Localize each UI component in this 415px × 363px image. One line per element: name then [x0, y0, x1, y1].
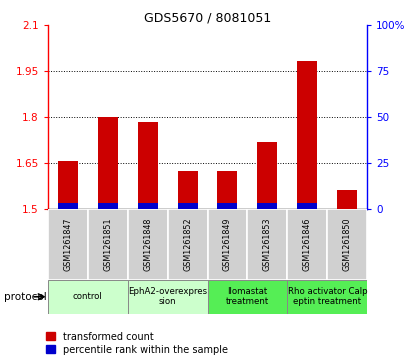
- Text: protocol: protocol: [4, 292, 47, 302]
- Bar: [138, 122, 158, 209]
- Title: GDS5670 / 8081051: GDS5670 / 8081051: [144, 11, 271, 24]
- Bar: [98, 117, 117, 209]
- Text: EphA2-overexpres
sion: EphA2-overexpres sion: [128, 287, 207, 306]
- Legend: transformed count, percentile rank within the sample: transformed count, percentile rank withi…: [46, 331, 228, 355]
- Text: GSM1261848: GSM1261848: [143, 217, 152, 271]
- Text: GSM1261846: GSM1261846: [303, 217, 312, 271]
- FancyBboxPatch shape: [247, 209, 287, 280]
- Text: GSM1261850: GSM1261850: [343, 217, 352, 271]
- FancyBboxPatch shape: [327, 209, 367, 280]
- Text: GSM1261853: GSM1261853: [263, 217, 272, 271]
- Bar: [138, 203, 158, 209]
- FancyBboxPatch shape: [48, 280, 128, 314]
- FancyBboxPatch shape: [88, 209, 128, 280]
- Bar: [257, 142, 277, 209]
- Text: GSM1261852: GSM1261852: [183, 217, 192, 271]
- FancyBboxPatch shape: [287, 209, 327, 280]
- FancyBboxPatch shape: [287, 280, 367, 314]
- FancyBboxPatch shape: [128, 209, 168, 280]
- Bar: [217, 203, 237, 209]
- FancyBboxPatch shape: [168, 209, 208, 280]
- FancyBboxPatch shape: [208, 280, 287, 314]
- Bar: [298, 203, 317, 209]
- Text: GSM1261849: GSM1261849: [223, 217, 232, 271]
- Bar: [217, 171, 237, 209]
- Bar: [98, 203, 117, 209]
- Text: Rho activator Calp
eptin treatment: Rho activator Calp eptin treatment: [288, 287, 367, 306]
- Bar: [58, 203, 78, 209]
- Bar: [298, 61, 317, 209]
- Bar: [337, 190, 357, 209]
- Bar: [58, 162, 78, 209]
- Text: GSM1261851: GSM1261851: [103, 217, 112, 271]
- FancyBboxPatch shape: [128, 280, 208, 314]
- Text: Ilomastat
treatment: Ilomastat treatment: [226, 287, 269, 306]
- Text: GSM1261847: GSM1261847: [63, 217, 72, 271]
- Text: control: control: [73, 292, 103, 301]
- Bar: [178, 203, 198, 209]
- FancyBboxPatch shape: [48, 209, 88, 280]
- Bar: [178, 171, 198, 209]
- FancyBboxPatch shape: [208, 209, 247, 280]
- Bar: [257, 203, 277, 209]
